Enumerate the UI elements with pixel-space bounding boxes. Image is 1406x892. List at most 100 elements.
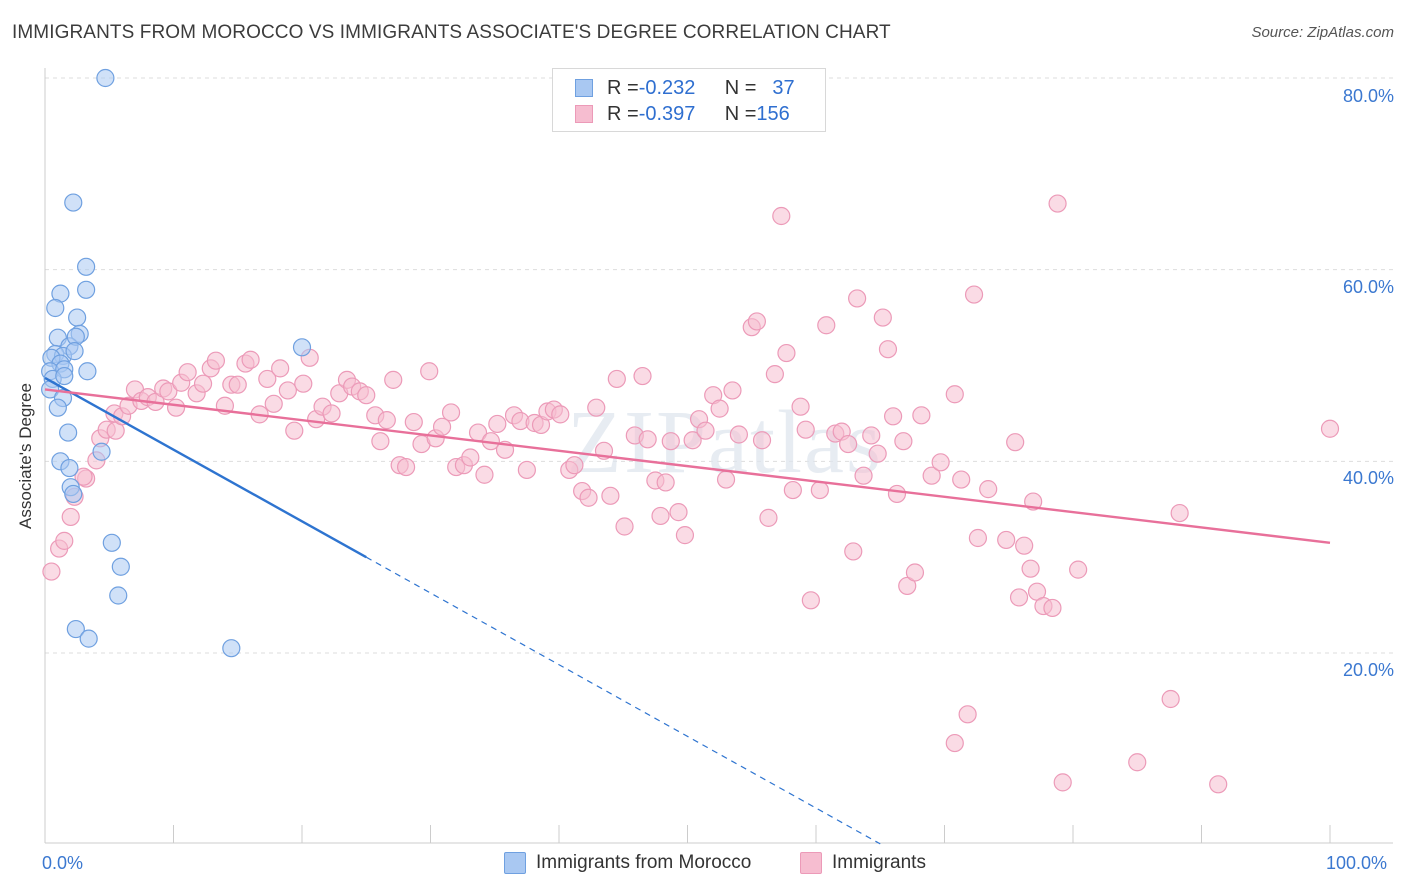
point-immigrants [777, 343, 796, 363]
point-immigrants [475, 465, 494, 484]
point-immigrants [384, 370, 403, 389]
point-immigrants [873, 308, 892, 327]
point-immigrants [285, 421, 304, 440]
y-tick-60: 60.0% [1342, 277, 1394, 297]
point-immigrants [271, 359, 290, 378]
point-immigrants [729, 425, 749, 444]
point-immigrants [420, 362, 439, 381]
point-immigrants [747, 312, 766, 331]
point-morocco [65, 342, 84, 361]
point-immigrants [441, 403, 461, 422]
legend-item-immigrants[interactable]: Immigrants [800, 852, 926, 874]
point-immigrants [278, 381, 297, 400]
point-morocco [292, 338, 312, 357]
point-immigrants [1043, 598, 1062, 618]
point-immigrants [579, 488, 598, 507]
point-morocco [92, 442, 111, 461]
point-morocco [46, 298, 65, 318]
legend-row-morocco: R = -0.232 N = 37 [575, 76, 795, 100]
point-immigrants [783, 480, 802, 500]
point-immigrants [1015, 536, 1034, 555]
point-immigrants [61, 507, 80, 527]
point-immigrants [710, 399, 729, 418]
point-morocco [78, 362, 97, 381]
point-immigrants [723, 381, 742, 400]
legend-item-morocco[interactable]: Immigrants from Morocco [504, 852, 751, 874]
point-immigrants [772, 206, 791, 226]
point-morocco [64, 193, 83, 212]
point-immigrants [432, 417, 452, 436]
y-tick-40: 40.0% [1342, 468, 1394, 488]
point-immigrants [997, 530, 1016, 550]
point-immigrants [377, 411, 396, 430]
point-immigrants [675, 526, 695, 545]
point-immigrants [258, 369, 277, 389]
point-immigrants [404, 412, 423, 432]
point-immigrants [862, 426, 881, 445]
point-immigrants [193, 374, 213, 393]
point-morocco [109, 586, 128, 605]
legend-swatch-immigrants [800, 852, 822, 874]
legend-n-value: 37 [772, 76, 795, 99]
point-morocco [77, 257, 96, 276]
x-tick-100: 100.0% [1326, 853, 1388, 873]
point-immigrants [55, 531, 74, 550]
point-immigrants [1053, 773, 1072, 792]
point-immigrants [241, 350, 260, 369]
y-axis-label: Associate's Degree [16, 383, 35, 529]
point-immigrants [878, 340, 898, 359]
point-immigrants [651, 506, 670, 526]
legend-swatch-morocco [504, 852, 526, 874]
point-immigrants [264, 394, 283, 413]
point-immigrants [74, 467, 93, 486]
point-immigrants [1161, 689, 1180, 709]
point-immigrants [178, 363, 197, 382]
trend-lines [44, 376, 1331, 845]
point-immigrants [945, 733, 964, 753]
legend-swatch-morocco [575, 79, 593, 97]
point-immigrants [905, 563, 925, 582]
point-immigrants [1009, 588, 1029, 607]
point-immigrants [952, 470, 971, 489]
point-immigrants [1006, 433, 1025, 452]
series-immigrants [42, 194, 1340, 794]
x-tick-0: 0.0% [42, 853, 84, 873]
point-immigrants [887, 484, 907, 504]
point-immigrants [371, 432, 390, 451]
point-immigrants [854, 466, 873, 485]
legend-row-immigrants: R = -0.397 N = 156 [575, 102, 790, 126]
point-immigrants [638, 430, 657, 449]
point-morocco [102, 533, 121, 552]
point-immigrants [551, 405, 570, 424]
legend-r-value: -0.232 [638, 76, 696, 99]
point-immigrants [964, 285, 984, 304]
point-immigrants [765, 365, 784, 384]
point-immigrants [968, 528, 988, 548]
source-label: Source: ZipAtlas.com [1251, 24, 1394, 41]
trend-line-morocco [44, 376, 367, 559]
point-immigrants [716, 470, 736, 489]
point-immigrants [228, 375, 247, 394]
point-morocco [55, 366, 74, 386]
point-immigrants [166, 398, 186, 417]
point-immigrants [461, 448, 480, 467]
point-immigrants [607, 369, 626, 389]
point-immigrants [615, 517, 634, 536]
point-morocco [222, 639, 241, 658]
point-morocco [79, 629, 98, 648]
point-immigrants [839, 434, 858, 454]
point-morocco [64, 484, 83, 504]
stats-legend: R = -0.232 N = 37 R = -0.397 N = 156 [552, 68, 826, 132]
point-immigrants [42, 562, 61, 581]
point-immigrants [159, 382, 178, 401]
point-immigrants [898, 576, 917, 596]
legend-r-label: R = [607, 76, 639, 99]
point-morocco [68, 308, 87, 327]
point-immigrants [1320, 419, 1340, 438]
point-immigrants [1170, 503, 1189, 523]
point-immigrants [322, 404, 341, 423]
point-immigrants [958, 705, 977, 724]
point-immigrants [759, 508, 778, 527]
point-immigrants [1048, 194, 1067, 213]
